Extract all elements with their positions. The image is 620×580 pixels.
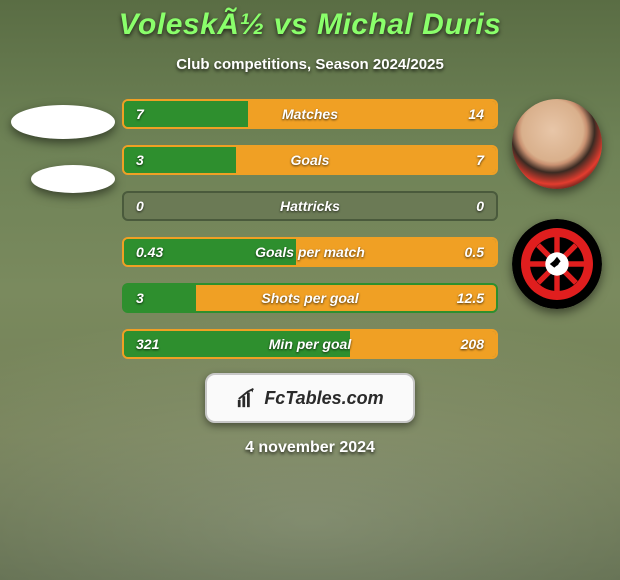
stat-value-right: 0.5 <box>465 244 484 260</box>
stat-value-right: 7 <box>476 152 484 168</box>
stat-label: Goals per match <box>124 244 496 260</box>
stat-value-right: 208 <box>461 336 484 352</box>
page-title: VoleskÃ½ vs Michal Duris <box>119 8 502 42</box>
stat-bar: 0.43Goals per match0.5 <box>122 237 498 267</box>
stat-bar: 3Goals7 <box>122 145 498 175</box>
right-player-avatar <box>512 99 602 189</box>
left-club-logo-placeholder <box>31 165 115 193</box>
stat-bar: 7Matches14 <box>122 99 498 129</box>
stat-value-right: 12.5 <box>457 290 484 306</box>
footer-brand-inner: FcTables.com <box>236 387 383 409</box>
stat-value-right: 14 <box>468 106 484 122</box>
fctables-logo-icon <box>236 387 258 409</box>
subtitle: Club competitions, Season 2024/2025 <box>176 56 444 73</box>
footer-brand-badge: FcTables.com <box>205 373 415 423</box>
stat-value-right: 0 <box>476 198 484 214</box>
right-player-column <box>500 99 620 339</box>
stat-label: Shots per goal <box>124 290 496 306</box>
footer-brand-text: FcTables.com <box>264 388 383 409</box>
stat-label: Min per goal <box>124 336 496 352</box>
stat-bar: 3Shots per goal12.5 <box>122 283 498 313</box>
left-player-avatar-placeholder <box>11 105 115 139</box>
stat-label: Matches <box>124 106 496 122</box>
stat-label: Goals <box>124 152 496 168</box>
stat-bar: 0Hattricks0 <box>122 191 498 221</box>
main-area: 7Matches143Goals70Hattricks00.43Goals pe… <box>0 99 620 359</box>
stat-bar: 321Min per goal208 <box>122 329 498 359</box>
date-text: 4 november 2024 <box>245 439 375 457</box>
left-player-column <box>0 99 120 213</box>
right-club-logo <box>512 219 602 309</box>
stat-label: Hattricks <box>124 198 496 214</box>
stat-bars-container: 7Matches143Goals70Hattricks00.43Goals pe… <box>120 99 500 359</box>
comparison-card: VoleskÃ½ vs Michal Duris Club competitio… <box>0 0 620 580</box>
spartak-trnava-logo-icon <box>512 219 602 309</box>
